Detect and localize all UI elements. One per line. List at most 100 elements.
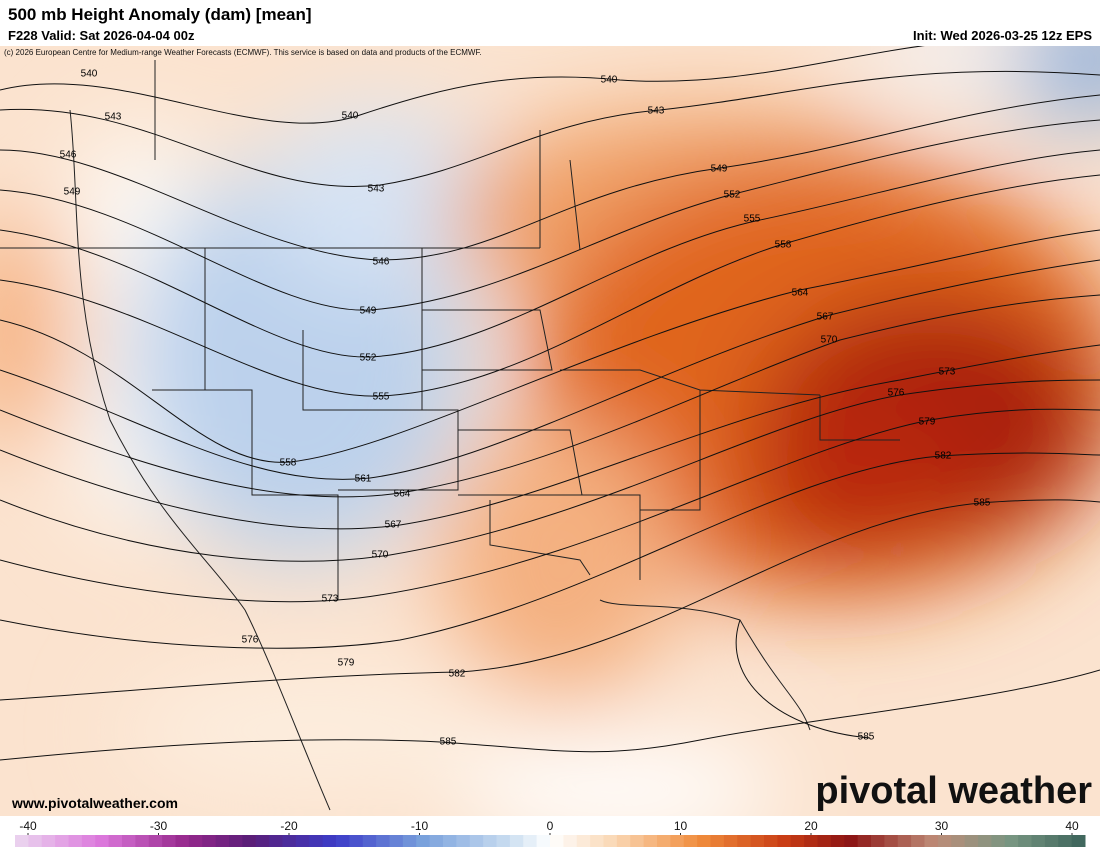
colorbar-cell bbox=[764, 835, 778, 847]
colorbar-cell bbox=[924, 835, 939, 847]
colorbar-tick-label: -30 bbox=[150, 819, 168, 833]
colorbar-cell bbox=[443, 835, 457, 847]
colorbar-cell bbox=[1031, 835, 1046, 847]
colorbar-cell bbox=[523, 835, 538, 847]
colorbar-cell bbox=[1044, 835, 1059, 847]
contour-label: 579 bbox=[338, 658, 355, 669]
colorbar-cell bbox=[269, 835, 283, 847]
contour-label: 573 bbox=[939, 367, 956, 378]
contour-label: 549 bbox=[64, 187, 81, 198]
colorbar-cell bbox=[41, 835, 56, 847]
contour-label: 555 bbox=[744, 214, 761, 225]
contour-label: 585 bbox=[440, 737, 457, 748]
colorbar-cell bbox=[68, 835, 83, 847]
colorbar-cell bbox=[710, 835, 725, 847]
colorbar-tick-label: 0 bbox=[547, 819, 554, 833]
contour-label: 540 bbox=[342, 111, 359, 122]
contour-label: 552 bbox=[360, 353, 377, 364]
colorbar-tick-label: 40 bbox=[1065, 819, 1079, 833]
colorbar-cell bbox=[897, 835, 912, 847]
contour-label: 543 bbox=[648, 106, 665, 117]
contour-label: 543 bbox=[105, 112, 122, 123]
colorbar-cell bbox=[1071, 835, 1086, 847]
colorbar-cell bbox=[536, 835, 551, 847]
contour-label: 585 bbox=[974, 498, 991, 509]
colorbar-cell bbox=[28, 835, 43, 847]
colorbar-cell bbox=[416, 835, 431, 847]
colorbar-cell bbox=[188, 835, 203, 847]
colorbar-cell bbox=[202, 835, 217, 847]
contour-label: 570 bbox=[372, 550, 389, 561]
contour-labels: 540 543 546 549 540 543 546 549 552 555 558 561 564 5… bbox=[60, 69, 991, 748]
colorbar-cell bbox=[108, 835, 123, 847]
contour-label: 558 bbox=[280, 458, 297, 469]
colorbar-cell bbox=[122, 835, 136, 847]
contour-label: 546 bbox=[373, 257, 390, 268]
borders bbox=[0, 60, 900, 811]
colorbar-cell bbox=[229, 835, 243, 847]
colorbar-cell bbox=[804, 835, 818, 847]
colorbar-cell bbox=[603, 835, 618, 847]
colorbar-cell bbox=[790, 835, 805, 847]
contour-label: 543 bbox=[368, 184, 385, 195]
contour-label: 582 bbox=[449, 669, 466, 680]
contour-label: 549 bbox=[360, 306, 377, 317]
colorbar-cell bbox=[215, 835, 230, 847]
colorbar-cell bbox=[723, 835, 738, 847]
colorbar-cell bbox=[255, 835, 270, 847]
contour-label: 570 bbox=[821, 335, 838, 346]
colorbar-cell bbox=[616, 835, 631, 847]
colorbar-cell bbox=[964, 835, 979, 847]
colorbar-tick-label: -40 bbox=[19, 819, 37, 833]
colorbar-cell bbox=[402, 835, 417, 847]
contours bbox=[0, 46, 1100, 761]
contour-label: 579 bbox=[919, 417, 936, 428]
contour-label: 567 bbox=[385, 520, 402, 531]
contour-label: 585 bbox=[858, 732, 875, 743]
colorbar-tick-label: -10 bbox=[411, 819, 429, 833]
colorbar-cell bbox=[697, 835, 711, 847]
colorbar-cell bbox=[81, 835, 96, 847]
contour-label: 564 bbox=[394, 489, 411, 500]
colorbar-tick-label: 30 bbox=[935, 819, 949, 833]
colorbar-cell bbox=[1004, 835, 1019, 847]
colorbar-tick-label: 10 bbox=[674, 819, 688, 833]
colorbar-cell bbox=[871, 835, 885, 847]
contour-label: 567 bbox=[817, 312, 834, 323]
contour-label: 561 bbox=[355, 474, 372, 485]
colorbar-cell bbox=[590, 835, 604, 847]
colorbar-cell bbox=[148, 835, 163, 847]
colorbar-cell bbox=[857, 835, 872, 847]
colorbar-cell bbox=[309, 835, 324, 847]
contour-label: 582 bbox=[935, 451, 952, 462]
colorbar-cell bbox=[951, 835, 966, 847]
title: 500 mb Height Anomaly (dam) [mean] bbox=[8, 5, 312, 24]
colorbar-cell bbox=[509, 835, 524, 847]
colorbar-cell bbox=[95, 835, 110, 847]
contour-label: 549 bbox=[711, 164, 728, 175]
colorbar-cell bbox=[643, 835, 658, 847]
colorbar-cell bbox=[362, 835, 377, 847]
contour-label: 540 bbox=[601, 75, 618, 86]
colorbar-cell bbox=[456, 835, 471, 847]
colorbar-cell bbox=[777, 835, 792, 847]
contour-label: 552 bbox=[724, 190, 741, 201]
colorbar-cell bbox=[978, 835, 992, 847]
colorbar-cell bbox=[469, 835, 484, 847]
colorbar-cell bbox=[576, 835, 591, 847]
colorbar-cell bbox=[830, 835, 845, 847]
colorbar-cell bbox=[135, 835, 150, 847]
colorbar-cell bbox=[1058, 835, 1073, 847]
colorbar-cell bbox=[844, 835, 859, 847]
colorbar-cell bbox=[336, 835, 350, 847]
colorbar-cell bbox=[737, 835, 752, 847]
colorbar-cell bbox=[15, 835, 29, 847]
colorbar-cell bbox=[750, 835, 765, 847]
contour-label: 555 bbox=[373, 392, 390, 403]
colorbar-cell bbox=[683, 835, 698, 847]
colorbar-cell bbox=[550, 835, 564, 847]
colorbar-cell bbox=[670, 835, 685, 847]
colorbar-cell bbox=[282, 835, 297, 847]
colorbar-cell bbox=[657, 835, 671, 847]
